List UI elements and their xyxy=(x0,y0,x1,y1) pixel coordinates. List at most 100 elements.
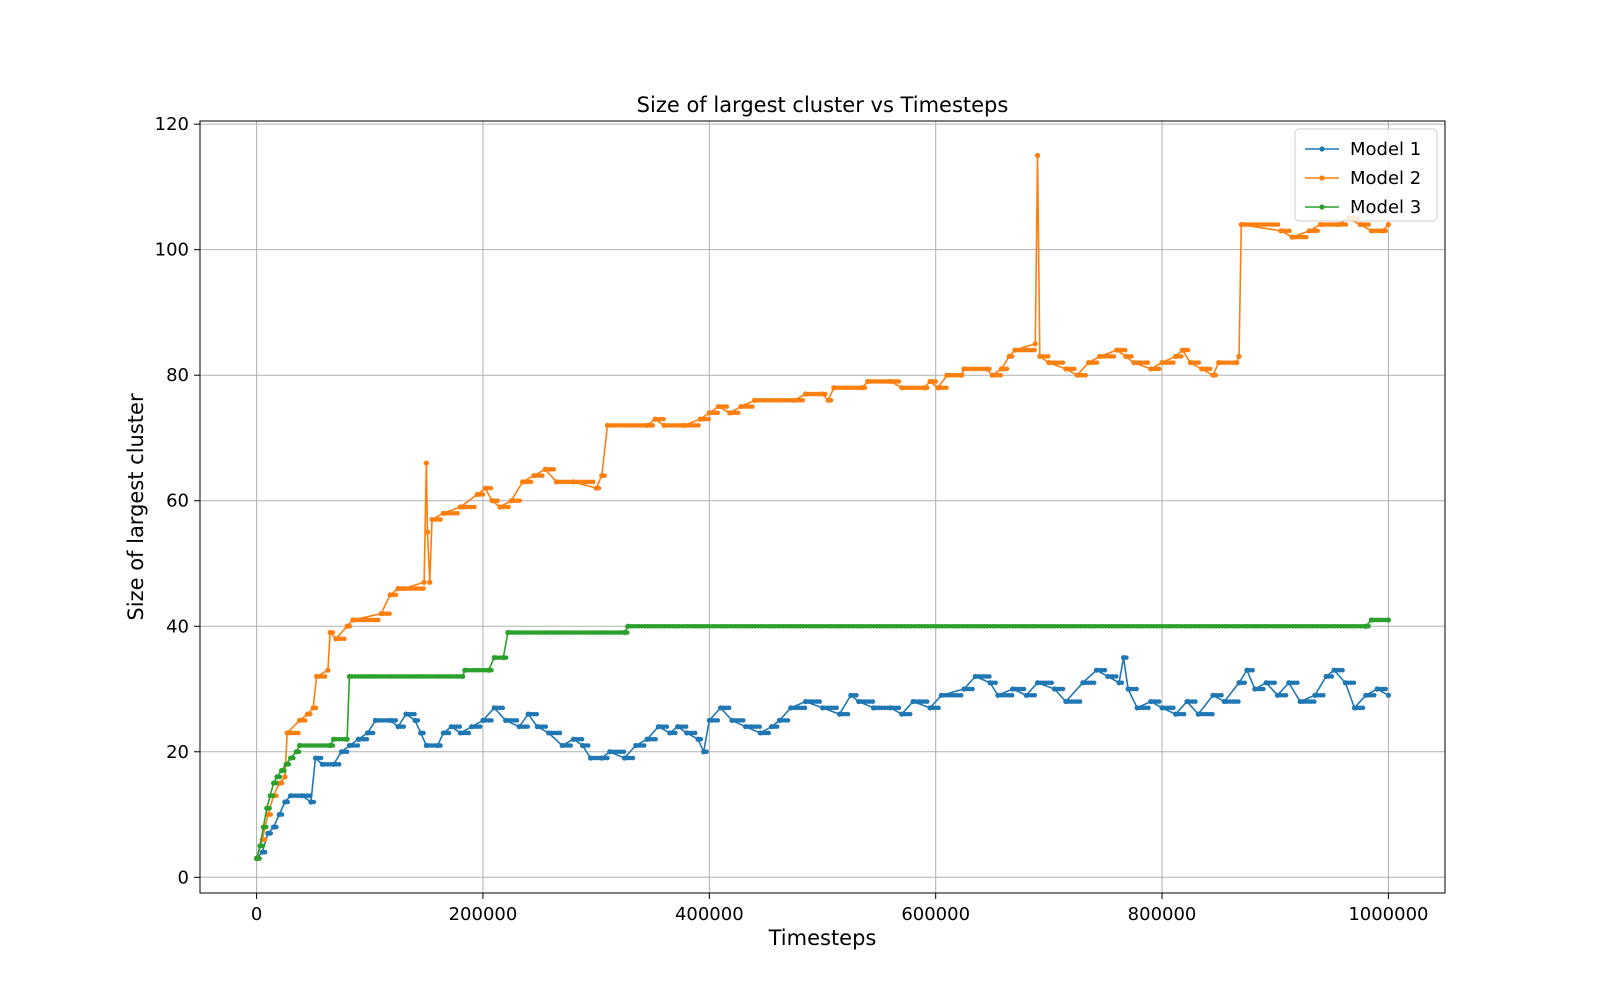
data-point xyxy=(1360,705,1366,711)
data-point xyxy=(1196,360,1202,365)
data-point xyxy=(706,410,712,416)
legend-item: Model 3 xyxy=(1305,197,1421,218)
data-point xyxy=(681,422,688,429)
data-point xyxy=(697,416,703,422)
data-point xyxy=(652,416,658,422)
data-point xyxy=(455,510,460,516)
data-point xyxy=(344,736,350,742)
data-point xyxy=(1129,354,1134,359)
data-point xyxy=(667,730,673,736)
data-point xyxy=(457,730,463,736)
data-point xyxy=(319,761,325,767)
series-3 xyxy=(253,617,1392,862)
data-point xyxy=(427,579,433,585)
data-point xyxy=(482,485,488,491)
data-point xyxy=(987,674,992,679)
data-point xyxy=(1385,692,1392,698)
data-point xyxy=(621,755,628,761)
data-point xyxy=(1173,711,1179,717)
data-point xyxy=(284,730,290,736)
x-tick-label: 600000 xyxy=(901,904,970,925)
data-point xyxy=(1034,680,1041,686)
data-point xyxy=(1385,617,1392,623)
data-point xyxy=(355,736,362,742)
data-point xyxy=(327,629,333,636)
data-point xyxy=(1146,705,1151,711)
data-point xyxy=(958,692,964,698)
data-point xyxy=(936,705,941,711)
data-point xyxy=(1351,680,1357,686)
legend-marker xyxy=(1319,204,1325,210)
data-point xyxy=(718,705,724,711)
data-point xyxy=(802,698,809,705)
data-point xyxy=(355,743,361,748)
data-point xyxy=(1134,686,1139,692)
legend-marker xyxy=(1319,146,1325,152)
data-point xyxy=(1171,705,1176,711)
data-point xyxy=(308,799,314,805)
data-point xyxy=(751,397,758,403)
data-point xyxy=(418,730,424,736)
data-point xyxy=(768,724,775,730)
data-point xyxy=(1366,222,1371,227)
data-point xyxy=(480,717,486,724)
data-point xyxy=(630,755,636,761)
data-point xyxy=(998,366,1004,372)
data-point xyxy=(299,793,305,799)
data-point xyxy=(296,730,301,736)
data-point xyxy=(350,617,356,623)
data-point xyxy=(1263,680,1269,686)
data-point xyxy=(1195,711,1201,717)
data-point xyxy=(1009,692,1015,698)
data-point xyxy=(1272,680,1277,686)
data-point xyxy=(605,755,610,761)
data-point xyxy=(322,674,328,679)
grid-lines xyxy=(200,121,1445,893)
data-point xyxy=(1321,692,1326,698)
data-point xyxy=(551,467,556,472)
data-point xyxy=(987,680,993,686)
data-point xyxy=(1074,372,1080,378)
data-point xyxy=(1063,366,1069,372)
data-point xyxy=(330,736,337,742)
x-axis-ticks: 0 200000 400000 600000 800000 1000000 xyxy=(251,893,1428,925)
data-point xyxy=(364,736,370,742)
data-point xyxy=(514,718,520,723)
data-point xyxy=(495,498,500,504)
data-point xyxy=(525,724,530,729)
data-point xyxy=(568,743,573,748)
data-point xyxy=(1113,674,1119,679)
data-point xyxy=(500,705,506,711)
data-point xyxy=(1131,360,1137,366)
data-point xyxy=(325,667,331,673)
data-point xyxy=(696,423,701,428)
data-point xyxy=(1184,698,1190,705)
data-point xyxy=(591,479,596,485)
data-point xyxy=(661,422,667,429)
plot-frame xyxy=(199,120,1446,894)
data-point xyxy=(1156,699,1162,704)
data-point xyxy=(372,717,379,724)
data-point xyxy=(1077,699,1083,704)
data-point xyxy=(264,805,270,811)
data-point xyxy=(421,586,426,591)
data-point xyxy=(927,705,933,711)
data-point xyxy=(517,498,523,504)
data-point xyxy=(599,473,605,479)
data-point xyxy=(297,717,303,724)
data-point xyxy=(1102,667,1108,673)
data-point xyxy=(462,667,468,673)
data-point xyxy=(540,473,545,478)
x-tick-label: 1000000 xyxy=(1348,904,1428,925)
x-axis-label: Timesteps xyxy=(768,926,877,950)
data-point xyxy=(766,730,772,736)
data-point xyxy=(692,730,698,736)
data-point xyxy=(1145,360,1151,365)
data-point xyxy=(412,717,418,724)
data-point xyxy=(1340,667,1345,673)
data-point xyxy=(854,692,859,698)
data-point xyxy=(1287,228,1292,234)
data-point xyxy=(1380,228,1386,234)
data-point xyxy=(1072,366,1077,372)
data-point xyxy=(267,793,273,799)
